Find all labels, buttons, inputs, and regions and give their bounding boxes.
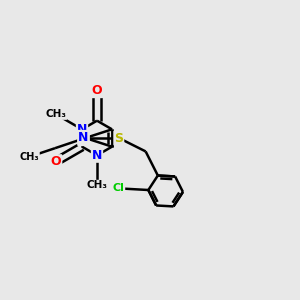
Text: S: S	[114, 131, 123, 145]
Text: Cl: Cl	[112, 183, 124, 193]
Text: N: N	[78, 131, 89, 144]
Text: N: N	[78, 132, 89, 145]
Text: CH₃: CH₃	[86, 180, 107, 190]
Text: CH₃: CH₃	[46, 109, 67, 119]
Text: O: O	[92, 84, 102, 97]
Text: O: O	[51, 155, 61, 168]
Text: N: N	[77, 123, 87, 136]
Text: CH₃: CH₃	[20, 152, 39, 162]
Text: N: N	[92, 149, 102, 162]
